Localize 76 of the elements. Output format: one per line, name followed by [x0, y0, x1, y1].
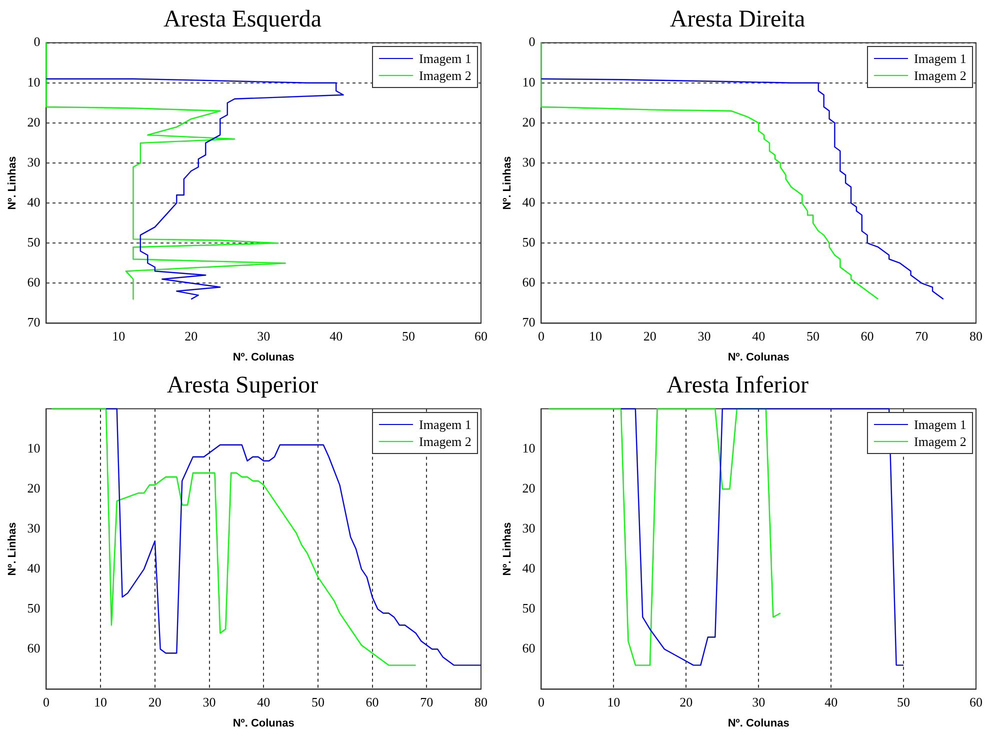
- x-tick-label: 40: [257, 694, 270, 710]
- y-tick-label: 0: [528, 34, 536, 50]
- x-tick-label: 60: [474, 328, 488, 344]
- y-tick-label: 40: [27, 194, 40, 210]
- legend-label: Imagem 2: [914, 66, 966, 84]
- x-tick-label: 20: [148, 694, 162, 710]
- x-tick-label: 30: [202, 694, 216, 710]
- legend-label: Imagem 2: [914, 432, 966, 450]
- legend-label: Imagem 1: [419, 416, 472, 433]
- x-tick-label: 70: [420, 694, 434, 710]
- y-axis-title: Nº. Linhas: [502, 522, 514, 576]
- y-tick-label: 30: [522, 154, 536, 170]
- chart-title: Aresta Esquerda: [164, 6, 322, 33]
- y-tick-label: 40: [522, 560, 536, 576]
- legend-label: Imagem 1: [914, 50, 966, 67]
- y-tick-label: 20: [27, 480, 40, 496]
- x-tick-label: 30: [257, 328, 270, 344]
- x-tick-label: 30: [698, 328, 711, 344]
- y-tick-label: 20: [522, 114, 536, 130]
- x-tick-label: 80: [970, 328, 982, 344]
- y-tick-label: 10: [522, 440, 536, 456]
- y-tick-label: 70: [27, 314, 40, 330]
- y-tick-label: 70: [522, 314, 536, 330]
- y-axis-title: Nº. Linhas: [502, 156, 514, 210]
- legend-label: Imagem 2: [419, 66, 472, 84]
- x-tick-label: 50: [311, 694, 324, 710]
- x-tick-label: 30: [752, 694, 766, 710]
- x-tick-label: 50: [402, 328, 416, 344]
- y-tick-label: 60: [522, 274, 536, 290]
- y-tick-label: 50: [27, 600, 40, 616]
- x-tick-label: 40: [330, 328, 343, 344]
- x-tick-label: 20: [643, 328, 656, 344]
- y-axis-title: Nº. Linhas: [6, 522, 19, 576]
- x-tick-label: 40: [752, 328, 766, 344]
- x-tick-label: 60: [366, 694, 379, 710]
- x-tick-label: 40: [824, 694, 838, 710]
- x-tick-label: 60: [970, 694, 982, 710]
- y-tick-label: 60: [522, 640, 536, 656]
- x-axis-title: Nº. Colunas: [728, 717, 790, 730]
- y-tick-label: 30: [522, 520, 536, 536]
- x-tick-label: 70: [915, 328, 928, 344]
- x-tick-label: 50: [806, 328, 820, 344]
- y-tick-label: 40: [27, 560, 40, 576]
- x-tick-label: 20: [184, 328, 198, 344]
- y-tick-label: 10: [27, 74, 40, 90]
- y-tick-label: 20: [27, 114, 40, 130]
- x-tick-label: 60: [860, 328, 874, 344]
- x-tick-label: 20: [680, 694, 693, 710]
- y-tick-label: 10: [27, 440, 40, 456]
- chart-title: Aresta Superior: [166, 372, 318, 399]
- y-tick-label: 40: [522, 194, 536, 210]
- chart-title: Aresta Inferior: [666, 372, 808, 399]
- x-tick-label: 80: [474, 694, 488, 710]
- x-tick-label: 10: [589, 328, 602, 344]
- y-tick-label: 10: [522, 74, 536, 90]
- legend-label: Imagem 1: [914, 416, 966, 433]
- y-tick-label: 30: [27, 154, 40, 170]
- y-tick-label: 20: [522, 480, 536, 496]
- legend-label: Imagem 1: [419, 50, 472, 67]
- y-tick-label: 60: [27, 274, 40, 290]
- x-axis-title: Nº. Colunas: [232, 717, 294, 730]
- x-tick-label: 10: [112, 328, 126, 344]
- x-axis-title: Nº. Colunas: [728, 351, 790, 364]
- y-axis-title: Nº. Linhas: [6, 156, 19, 210]
- x-tick-label: 50: [897, 694, 910, 710]
- y-tick-label: 50: [27, 234, 40, 250]
- y-tick-label: 50: [522, 600, 536, 616]
- y-tick-label: 50: [522, 234, 536, 250]
- x-axis-title: Nº. Colunas: [232, 351, 294, 364]
- legend-label: Imagem 2: [419, 432, 472, 450]
- y-tick-label: 60: [27, 640, 40, 656]
- chart-title: Aresta Direita: [670, 6, 806, 33]
- y-tick-label: 30: [27, 520, 40, 536]
- x-tick-label: 10: [94, 694, 108, 710]
- x-tick-label: 10: [607, 694, 620, 710]
- y-tick-label: 0: [34, 34, 40, 50]
